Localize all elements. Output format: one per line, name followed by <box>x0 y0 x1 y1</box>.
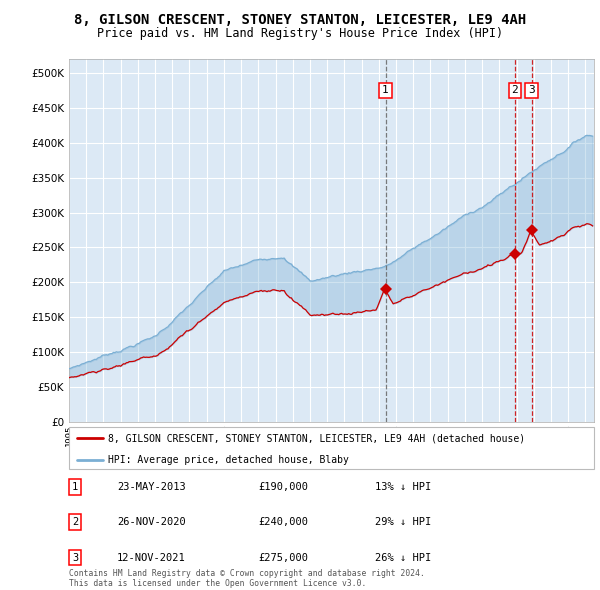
Text: 13% ↓ HPI: 13% ↓ HPI <box>375 482 431 491</box>
Text: 8, GILSON CRESCENT, STONEY STANTON, LEICESTER, LE9 4AH (detached house): 8, GILSON CRESCENT, STONEY STANTON, LEIC… <box>109 433 526 443</box>
Text: £190,000: £190,000 <box>258 482 308 491</box>
FancyBboxPatch shape <box>69 427 594 469</box>
Text: 1: 1 <box>72 482 78 491</box>
Text: 23-MAY-2013: 23-MAY-2013 <box>117 482 186 491</box>
Text: 12-NOV-2021: 12-NOV-2021 <box>117 553 186 562</box>
Text: 2: 2 <box>511 86 518 96</box>
Text: 8, GILSON CRESCENT, STONEY STANTON, LEICESTER, LE9 4AH: 8, GILSON CRESCENT, STONEY STANTON, LEIC… <box>74 13 526 27</box>
Text: £275,000: £275,000 <box>258 553 308 562</box>
Text: Contains HM Land Registry data © Crown copyright and database right 2024.
This d: Contains HM Land Registry data © Crown c… <box>69 569 425 588</box>
Text: £240,000: £240,000 <box>258 517 308 527</box>
Text: 2: 2 <box>72 517 78 527</box>
Text: 3: 3 <box>528 86 535 96</box>
Text: 1: 1 <box>382 86 389 96</box>
Text: Price paid vs. HM Land Registry's House Price Index (HPI): Price paid vs. HM Land Registry's House … <box>97 27 503 40</box>
Text: 29% ↓ HPI: 29% ↓ HPI <box>375 517 431 527</box>
Text: 3: 3 <box>72 553 78 562</box>
Text: 26% ↓ HPI: 26% ↓ HPI <box>375 553 431 562</box>
Text: 26-NOV-2020: 26-NOV-2020 <box>117 517 186 527</box>
Text: HPI: Average price, detached house, Blaby: HPI: Average price, detached house, Blab… <box>109 455 349 465</box>
